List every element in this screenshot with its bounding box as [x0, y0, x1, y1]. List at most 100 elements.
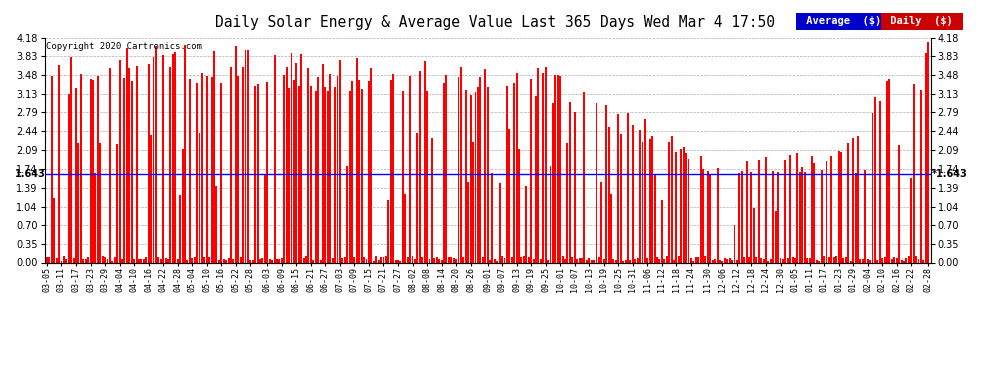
Bar	[63, 256, 65, 262]
Bar	[531, 79, 532, 262]
Bar	[809, 258, 811, 262]
Bar	[734, 225, 736, 262]
Bar	[896, 258, 898, 262]
Bar	[221, 83, 222, 262]
Bar	[578, 258, 580, 262]
Bar	[871, 113, 873, 262]
Bar	[261, 258, 263, 262]
Bar	[719, 260, 721, 262]
Bar	[518, 149, 520, 262]
Text: Daily Solar Energy & Average Value Last 365 Days Wed Mar 4 17:50: Daily Solar Energy & Average Value Last …	[215, 15, 775, 30]
Bar	[397, 260, 399, 262]
Bar	[760, 258, 762, 262]
Bar	[109, 68, 111, 262]
Bar	[143, 259, 145, 262]
Bar	[452, 258, 454, 262]
Bar	[826, 161, 828, 262]
Bar	[658, 259, 660, 262]
Bar	[58, 64, 60, 262]
Bar	[901, 260, 903, 262]
Bar	[97, 76, 99, 262]
Bar	[426, 92, 428, 262]
Bar	[906, 258, 908, 262]
Bar	[811, 156, 813, 262]
Bar	[225, 260, 227, 262]
Bar	[134, 259, 135, 262]
Bar	[596, 103, 598, 262]
Bar	[446, 75, 447, 262]
Bar	[136, 66, 138, 262]
Bar	[533, 259, 535, 262]
Bar	[576, 259, 578, 262]
Bar	[177, 259, 178, 262]
Bar	[806, 258, 808, 262]
Bar	[588, 258, 590, 262]
Bar	[235, 46, 237, 262]
Bar	[251, 260, 253, 262]
Bar	[876, 260, 878, 262]
Bar	[559, 76, 561, 262]
Bar	[821, 170, 823, 262]
Bar	[174, 53, 176, 262]
Bar	[82, 258, 84, 262]
Bar	[46, 257, 48, 262]
Bar	[339, 60, 341, 262]
Bar	[487, 87, 488, 262]
Bar	[278, 259, 280, 262]
Bar	[526, 186, 528, 262]
Bar	[211, 77, 213, 262]
Bar	[598, 258, 600, 262]
Bar	[772, 171, 774, 262]
Bar	[368, 81, 370, 262]
Bar	[141, 260, 143, 262]
Bar	[581, 258, 583, 262]
Bar	[842, 258, 844, 262]
Bar	[247, 50, 248, 262]
Bar	[586, 260, 588, 262]
Bar	[823, 256, 825, 262]
Bar	[94, 174, 96, 262]
Bar	[283, 75, 285, 262]
Bar	[857, 136, 859, 262]
Bar	[164, 258, 166, 262]
Bar	[181, 148, 183, 262]
Bar	[841, 152, 842, 262]
Bar	[216, 186, 218, 262]
Bar	[583, 92, 585, 262]
Bar	[656, 256, 658, 262]
Bar	[266, 82, 268, 262]
Bar	[146, 257, 148, 262]
Bar	[489, 260, 491, 262]
Bar	[753, 208, 754, 262]
Bar	[259, 259, 261, 262]
Bar	[159, 259, 161, 262]
Bar	[288, 88, 290, 262]
Bar	[300, 54, 302, 262]
Bar	[523, 256, 525, 262]
Bar	[750, 171, 752, 262]
Bar	[75, 88, 77, 262]
Bar	[308, 68, 310, 262]
Bar	[155, 46, 156, 262]
Bar	[849, 261, 851, 262]
Bar	[273, 56, 275, 262]
Bar	[893, 256, 895, 262]
Bar	[692, 261, 694, 262]
Bar	[732, 260, 733, 262]
Bar	[186, 260, 188, 262]
Bar	[254, 86, 256, 262]
Bar	[745, 160, 747, 262]
Bar	[836, 256, 838, 262]
Bar	[276, 259, 278, 262]
Bar	[603, 258, 605, 262]
Bar	[910, 178, 912, 262]
Bar	[928, 42, 930, 262]
Bar	[373, 261, 375, 262]
Bar	[757, 160, 759, 262]
Bar	[450, 257, 452, 262]
Bar	[441, 260, 443, 262]
Bar	[447, 257, 449, 262]
Bar	[213, 51, 215, 262]
Bar	[385, 256, 387, 262]
Bar	[506, 86, 508, 262]
